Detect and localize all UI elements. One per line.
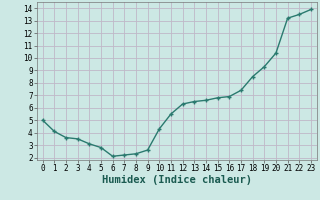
X-axis label: Humidex (Indice chaleur): Humidex (Indice chaleur)	[102, 175, 252, 185]
